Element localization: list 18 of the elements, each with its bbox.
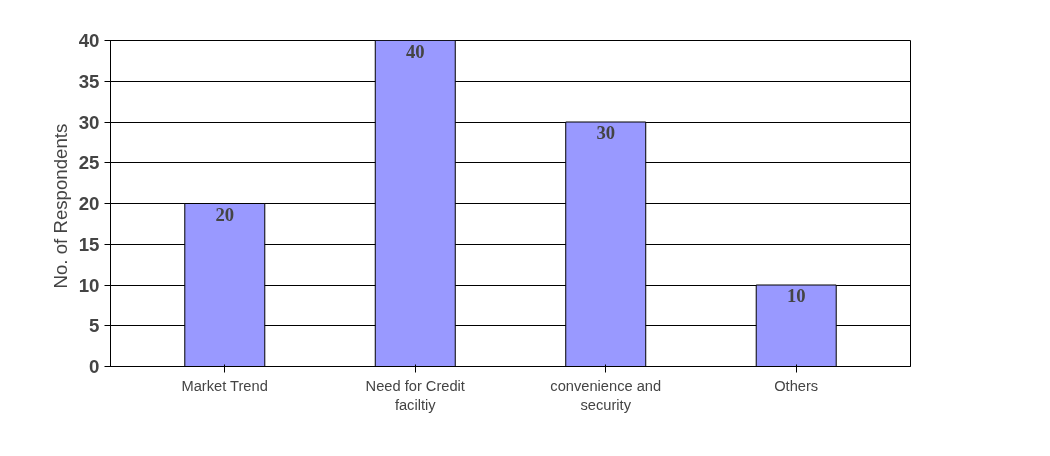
y-tick-label: 15 [78, 233, 100, 255]
x-tick-label: Market Trend [181, 377, 268, 394]
data-label: 30 [596, 122, 616, 143]
y-tick-label: 25 [78, 152, 100, 174]
y-tick-label: 30 [78, 111, 100, 133]
data-label: 10 [786, 285, 806, 306]
y-tick-label: 0 [89, 356, 100, 377]
y-tick-label: 40 [78, 30, 100, 51]
x-tick-label: Need for Credit faciltiy [365, 377, 465, 413]
y-tick-label: 10 [78, 274, 100, 296]
data-label: 40 [405, 40, 425, 62]
data-label: 20 [215, 203, 235, 225]
x-tick-label: Others [774, 377, 819, 394]
y-tick-label: 5 [89, 315, 100, 337]
y-axis-title: No. of Respondents [49, 123, 71, 289]
y-tick-label: 20 [78, 193, 100, 214]
y-tick-label: 35 [78, 70, 100, 92]
x-tick-label: convenience and security [550, 377, 662, 413]
